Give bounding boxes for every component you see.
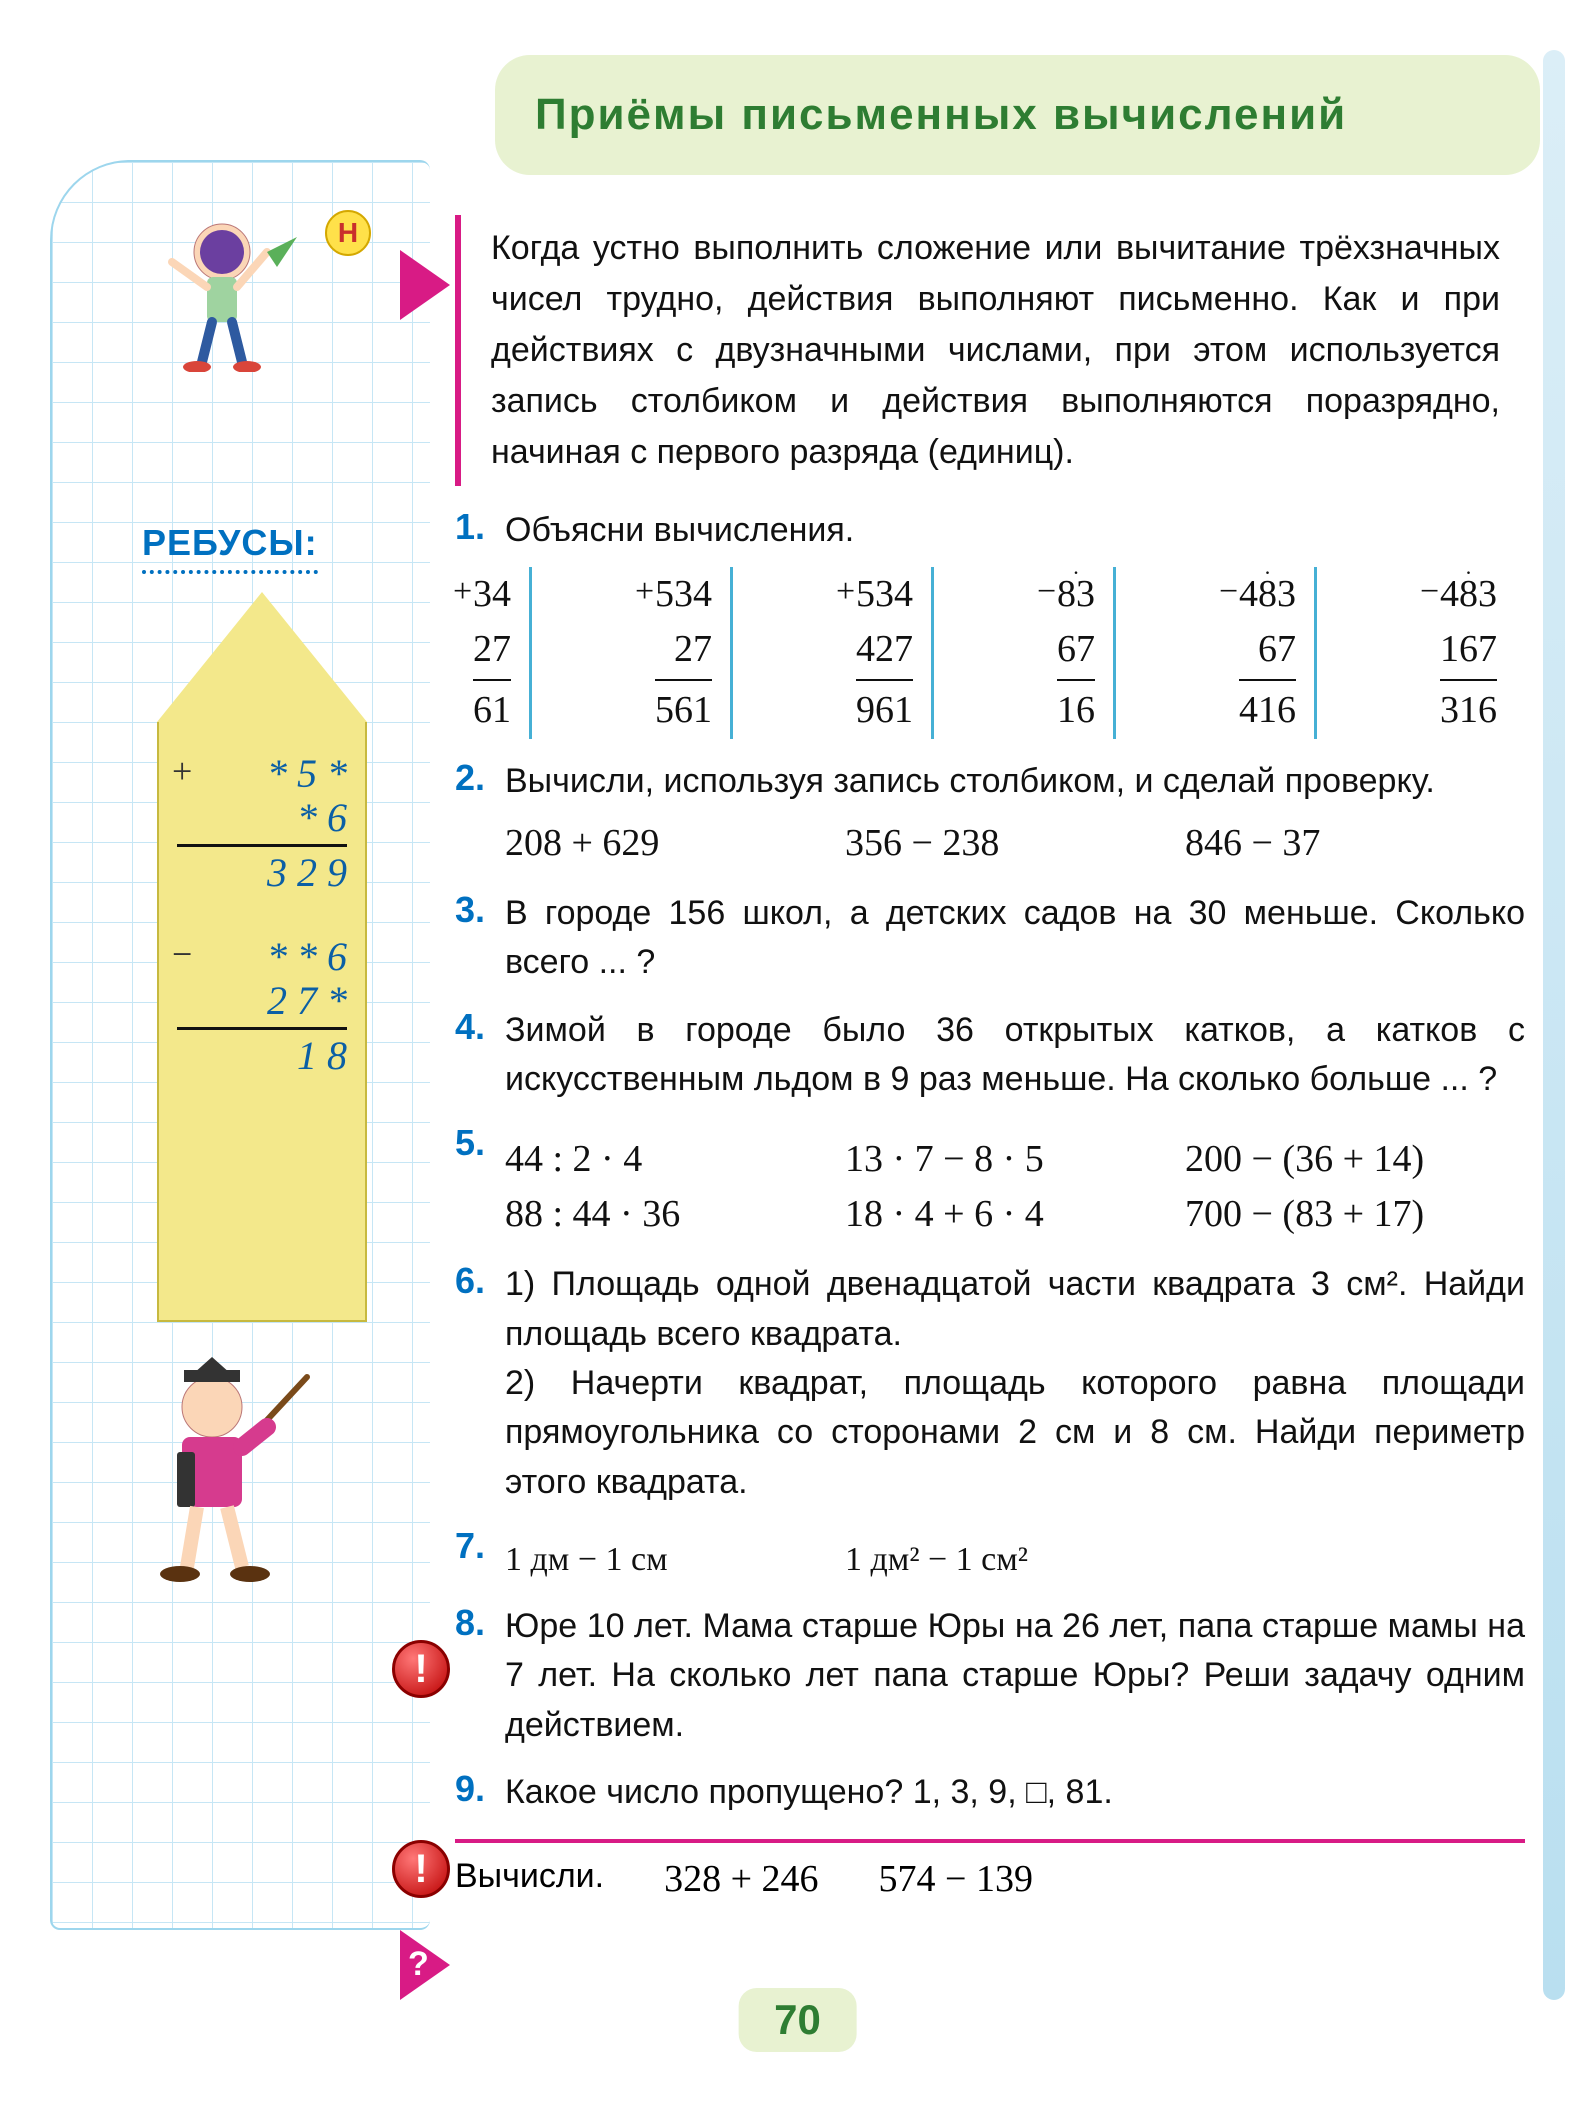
equation: 44 : 2 · 4 [505, 1132, 765, 1187]
equation: 1 дм − 1 см [505, 1535, 765, 1584]
equation: 846 − 37 [1185, 816, 1445, 871]
page-number: 70 [738, 1988, 857, 2052]
task-number: 4. [455, 1006, 505, 1105]
textbook-page: Приёмы письменных вычислений Н РЕБУСЫ: [0, 0, 1595, 2127]
mascot-top-icon: Н [147, 192, 297, 372]
rebus-container: +* 5 * * 6 3 2 9 −* * 6 2 7 * 1 8 [157, 592, 367, 1322]
task-3: 3. В городе 156 школ, а детских садов на… [455, 889, 1525, 988]
equation: 208 + 629 [505, 816, 765, 871]
section-title: Приёмы письменных вычислений [535, 90, 1347, 140]
equation: 1 дм² − 1 см² [845, 1535, 1105, 1584]
column-arithmetic: .−836716 [1039, 567, 1116, 738]
task-number: 8. [455, 1602, 505, 1750]
equation: 13 · 7 − 8 · 5 [845, 1132, 1105, 1187]
task-number: 5. [455, 1122, 505, 1242]
rebus-heading: РЕБУСЫ: [142, 522, 318, 574]
task-text: Зимой в городе было 36 открытых катков, … [505, 1006, 1525, 1105]
task-4: 4. Зимой в городе было 36 открытых катко… [455, 1006, 1525, 1105]
task-text: Какое число пропущено? 1, 3, 9, □, 81. [505, 1768, 1525, 1817]
intro-text: Когда устно выполнить сложение или вычит… [455, 215, 1525, 486]
footer-label: Вычисли. [455, 1857, 604, 1901]
task-8: 8. Юре 10 лет. Мама старше Юры на 26 лет… [455, 1602, 1525, 1750]
footer-divider [455, 1839, 1525, 1843]
equation: 328 + 246 [664, 1857, 818, 1901]
right-margin-strip [1543, 50, 1565, 2000]
task-text: Юре 10 лет. Мама старше Юры на 26 лет, п… [505, 1602, 1525, 1750]
equation: 200 − (36 + 14) [1185, 1132, 1445, 1187]
task-text: В городе 156 школ, а детских садов на 30… [505, 889, 1525, 988]
exclamation-icon: ! [392, 1640, 450, 1698]
column-arithmetic: +53427561 [637, 567, 733, 738]
task-7: 7. 1 дм − 1 см 1 дм² − 1 см² [455, 1525, 1525, 1584]
sidebar-grid: Н РЕБУСЫ: +* 5 * * 6 3 2 9 −* * 6 2 7 * … [50, 160, 430, 1930]
letter-badge: Н [325, 210, 371, 256]
equation: 700 − (83 + 17) [1185, 1187, 1445, 1242]
task-text: 2) Начерти квадрат, площадь которого рав… [505, 1359, 1525, 1507]
rebus-problem-2: −* * 6 2 7 * 1 8 [177, 935, 347, 1078]
column-arithmetic: +342761 [455, 567, 532, 738]
task-2: 2. Вычисли, используя запись столбиком, … [455, 757, 1525, 871]
task-number: 3. [455, 889, 505, 988]
column-arithmetic: +534427961 [838, 567, 934, 738]
equation: 356 − 238 [845, 816, 1105, 871]
footer-exercise: Вычисли. 328 + 246 574 − 139 [455, 1857, 1525, 1901]
rebus-body: +* 5 * * 6 3 2 9 −* * 6 2 7 * 1 8 [157, 722, 367, 1322]
task-text: Объясни вычисления. [505, 511, 854, 549]
column-math-row: +342761 +53427561 +534427961 .−836716 .−4836… [455, 567, 1515, 738]
rebus-op: + [172, 752, 192, 792]
task-5: 5. 44 : 2 · 4 13 · 7 − 8 · 5 200 − (36 +… [455, 1122, 1525, 1242]
exclamation-icon: ! [392, 1840, 450, 1898]
column-arithmetic: .−48367416 [1221, 567, 1317, 738]
question-mark-icon: ? [408, 1945, 429, 1984]
equation: 18 · 4 + 6 · 4 [845, 1187, 1105, 1242]
equation: 88 : 44 · 36 [505, 1187, 765, 1242]
rebus-line: * * 6 [267, 934, 347, 979]
equation: 574 − 139 [879, 1857, 1033, 1901]
rebus-line: * 6 [297, 795, 347, 840]
task-number: 7. [455, 1525, 505, 1584]
task-6: 6. 1) Площадь одной двенадцатой части кв… [455, 1260, 1525, 1506]
task-number: 9. [455, 1768, 505, 1817]
section-header: Приёмы письменных вычислений [495, 55, 1540, 175]
task-number: 2. [455, 757, 505, 871]
rebus-problem-1: +* 5 * * 6 3 2 9 [177, 752, 347, 895]
column-arithmetic: .−483167316 [1422, 567, 1515, 738]
rebus-op: − [172, 935, 192, 975]
rebus-line: 2 7 * [267, 978, 347, 1023]
badge-letter: Н [338, 217, 358, 249]
task-text: 1) Площадь одной двенадцатой части квадр… [505, 1260, 1525, 1359]
task-9: 9. Какое число пропущено? 1, 3, 9, □, 81… [455, 1768, 1525, 1817]
rebus-result: 3 2 9 [267, 850, 347, 895]
task-number: 6. [455, 1260, 505, 1506]
task-text: Вычисли, используя запись столбиком, и с… [505, 757, 1525, 806]
mascot-bottom-icon [122, 1352, 322, 1582]
rebus-line: * 5 * [267, 751, 347, 796]
task-1: 1. Объясни вычисления. +342761+53427561+… [455, 506, 1525, 739]
rebus-roof-icon [157, 592, 367, 722]
main-content: Когда устно выполнить сложение или вычит… [455, 215, 1525, 1901]
rebus-result: 1 8 [297, 1033, 347, 1078]
pointer-icon [400, 250, 450, 320]
